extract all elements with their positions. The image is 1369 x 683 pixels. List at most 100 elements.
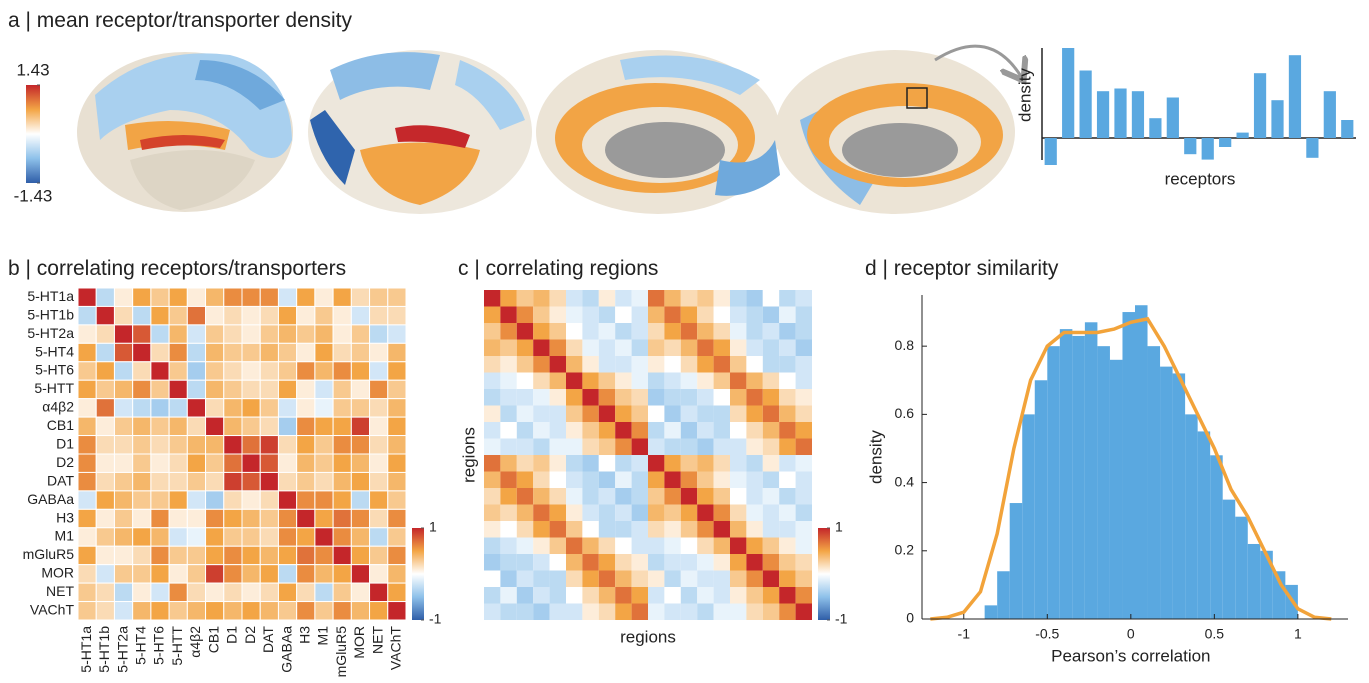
row-label: D2 xyxy=(56,454,74,470)
heatmap-cell xyxy=(566,438,583,455)
heatmap-cell xyxy=(296,564,316,584)
heatmap-cell xyxy=(664,356,681,373)
heatmap-cell xyxy=(259,490,279,510)
heatmap-cell xyxy=(533,587,550,604)
x-tick-label: 1 xyxy=(1294,626,1302,642)
heatmap-cell xyxy=(697,290,714,307)
heatmap-cell xyxy=(664,504,681,521)
panel-title: c | correlating regions xyxy=(458,257,658,280)
row-label: mGluR5 xyxy=(23,546,75,562)
heatmap-cell xyxy=(697,455,714,472)
row-label: MOR xyxy=(41,565,74,581)
heatmap-cell xyxy=(241,545,261,566)
bar xyxy=(1341,120,1354,138)
row-label: NET xyxy=(46,583,74,599)
heatmap-cell xyxy=(314,398,334,418)
heatmap-cell xyxy=(332,398,352,418)
heatmap-cell xyxy=(664,570,681,587)
heatmap-cell xyxy=(549,339,566,356)
bar xyxy=(1131,91,1145,138)
y-axis-label: density xyxy=(866,430,885,484)
heatmap-cell xyxy=(387,342,407,363)
heatmap-cell xyxy=(795,455,812,472)
heatmap-cell xyxy=(332,545,352,566)
heatmap-cell xyxy=(387,471,407,492)
heatmap-cell xyxy=(77,582,97,603)
heatmap-cell xyxy=(615,323,632,340)
heatmap-cell xyxy=(332,564,352,584)
heatmap-cell xyxy=(795,587,812,604)
heatmap-cell xyxy=(350,564,371,584)
heatmap-cell xyxy=(484,488,501,505)
heatmap-cell xyxy=(277,453,298,473)
heatmap-cell xyxy=(697,504,714,521)
heatmap-cell xyxy=(113,361,134,381)
heatmap-cell xyxy=(259,416,279,437)
heatmap-cell xyxy=(566,521,583,538)
heatmap-cell xyxy=(598,521,616,538)
heatmap-cell xyxy=(730,570,747,587)
heatmap-cell xyxy=(484,521,501,538)
heatmap-cell xyxy=(533,405,550,422)
brainstem xyxy=(605,122,725,178)
heatmap-cell xyxy=(241,379,261,400)
heatmap-cell xyxy=(369,361,389,381)
heatmap-cell xyxy=(615,306,632,323)
heatmap-cell xyxy=(186,287,207,307)
highlight-box xyxy=(906,87,928,109)
heatmap-cell xyxy=(598,422,616,439)
heatmap-cell xyxy=(314,287,334,307)
heatmap-cell xyxy=(795,570,812,587)
heatmap-cell xyxy=(516,603,534,620)
heatmap-cell xyxy=(582,356,599,373)
heatmap-cell xyxy=(549,422,566,439)
heatmap-cell xyxy=(277,435,298,455)
row-label: 5-HT4 xyxy=(35,343,74,359)
heatmap-cell xyxy=(223,471,243,492)
heatmap-cell xyxy=(746,356,763,373)
heatmap-cell xyxy=(186,342,207,363)
heatmap-cell xyxy=(484,290,501,307)
x-tick-label: -1 xyxy=(958,626,971,642)
heatmap-cell xyxy=(598,504,616,521)
heatmap-cell xyxy=(387,379,407,400)
brain-medial-2 xyxy=(775,44,1022,214)
heatmap-cell xyxy=(369,564,389,584)
heatmap-cell xyxy=(314,582,334,603)
heatmap-cell xyxy=(277,471,298,492)
heatmap-cell xyxy=(730,488,747,505)
heatmap-cell xyxy=(77,508,97,529)
heatmap-cell xyxy=(500,339,517,356)
row-label: 5-HT1a xyxy=(27,288,74,304)
column-label: M1 xyxy=(315,626,331,646)
heatmap-cell xyxy=(296,287,316,307)
heatmap-cell xyxy=(369,527,389,547)
heatmap-cell xyxy=(516,504,534,521)
heatmap-cell xyxy=(77,490,97,510)
heatmap-cell xyxy=(95,601,115,621)
heatmap-cell xyxy=(259,361,279,381)
heatmap-cell xyxy=(680,488,698,505)
heatmap-cell xyxy=(631,504,648,521)
column-label: mGluR5 xyxy=(333,626,349,678)
heatmap-cell xyxy=(648,290,665,307)
heatmap-cell xyxy=(95,527,115,547)
heatmap-cell xyxy=(549,438,566,455)
colorbar-label: -1 xyxy=(835,611,848,627)
y-axis-label: density xyxy=(1015,68,1034,122)
heatmap-cell xyxy=(77,342,97,363)
heatmap-cell xyxy=(241,508,261,529)
heatmap-cell xyxy=(296,508,316,529)
heatmap-cell xyxy=(615,422,632,439)
heatmap-cell xyxy=(277,379,298,400)
heatmap-cell xyxy=(779,372,796,389)
heatmap-cell xyxy=(168,545,188,566)
heatmap-cell xyxy=(762,356,780,373)
region xyxy=(455,60,525,130)
heatmap-cell xyxy=(259,471,279,492)
heatmap-cell xyxy=(746,521,763,538)
row-label: α4β2 xyxy=(42,399,74,415)
heatmap-cell xyxy=(484,405,501,422)
heatmap-cell xyxy=(241,416,261,437)
